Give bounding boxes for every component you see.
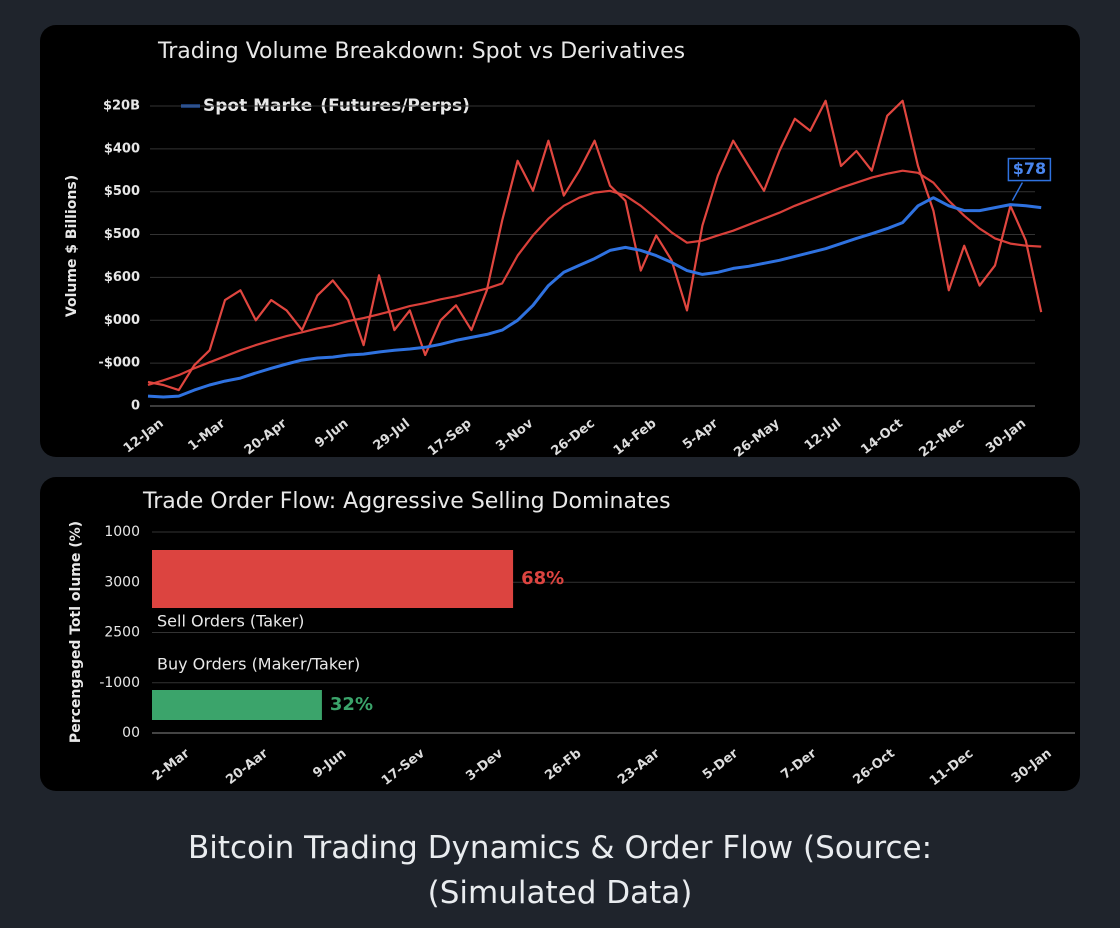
caption: Bitcoin Trading Dynamics & Order Flow (S…: [187, 830, 933, 911]
y-tick-label: $600: [104, 270, 140, 285]
y-tick-label: $500: [104, 227, 140, 242]
y-axis-label: Percengaged Totl olume (%): [68, 521, 84, 743]
top-panel: [40, 25, 1080, 457]
annotation: $78: [1013, 159, 1046, 178]
y-tick-label: -1000: [99, 675, 140, 691]
series-line: [147, 99, 1043, 392]
y-tick-label: 00: [122, 725, 140, 741]
y-tick-label: -$000: [98, 356, 140, 371]
y-axis-label: Volume $ Billions): [64, 175, 80, 317]
chart-title: Trading Volume Breakdown: Spot vs Deriva…: [157, 39, 685, 64]
bar-value-label: 32%: [330, 694, 373, 715]
y-tick-label: $500: [104, 184, 140, 199]
y-tick-label: $20B: [103, 98, 140, 113]
y-tick-label: 2500: [104, 625, 140, 641]
category-label: Sell Orders (Taker): [157, 612, 304, 631]
series-line: [147, 169, 1042, 387]
y-tick-label: 1000: [104, 524, 140, 540]
annotation-box: [1007, 157, 1052, 182]
y-tick-label: 3000: [104, 574, 140, 590]
bar-value-label: 68%: [521, 568, 564, 589]
y-tick-label: $000: [104, 313, 140, 328]
y-tick-label: $400: [104, 141, 140, 156]
bar: [152, 690, 322, 720]
charts: Trading Volume Breakdown: Spot vs Deriva…: [40, 25, 1080, 791]
bar: [152, 550, 514, 608]
series-line: [147, 196, 1042, 399]
annotation-arrow: [1011, 182, 1024, 201]
bottom-panel: [40, 477, 1080, 791]
chart-title: Trade Order Flow: Aggressive Selling Dom…: [142, 489, 671, 514]
category-label: Buy Orders (Maker/Taker): [157, 655, 360, 674]
y-tick-label: 0: [131, 399, 140, 414]
